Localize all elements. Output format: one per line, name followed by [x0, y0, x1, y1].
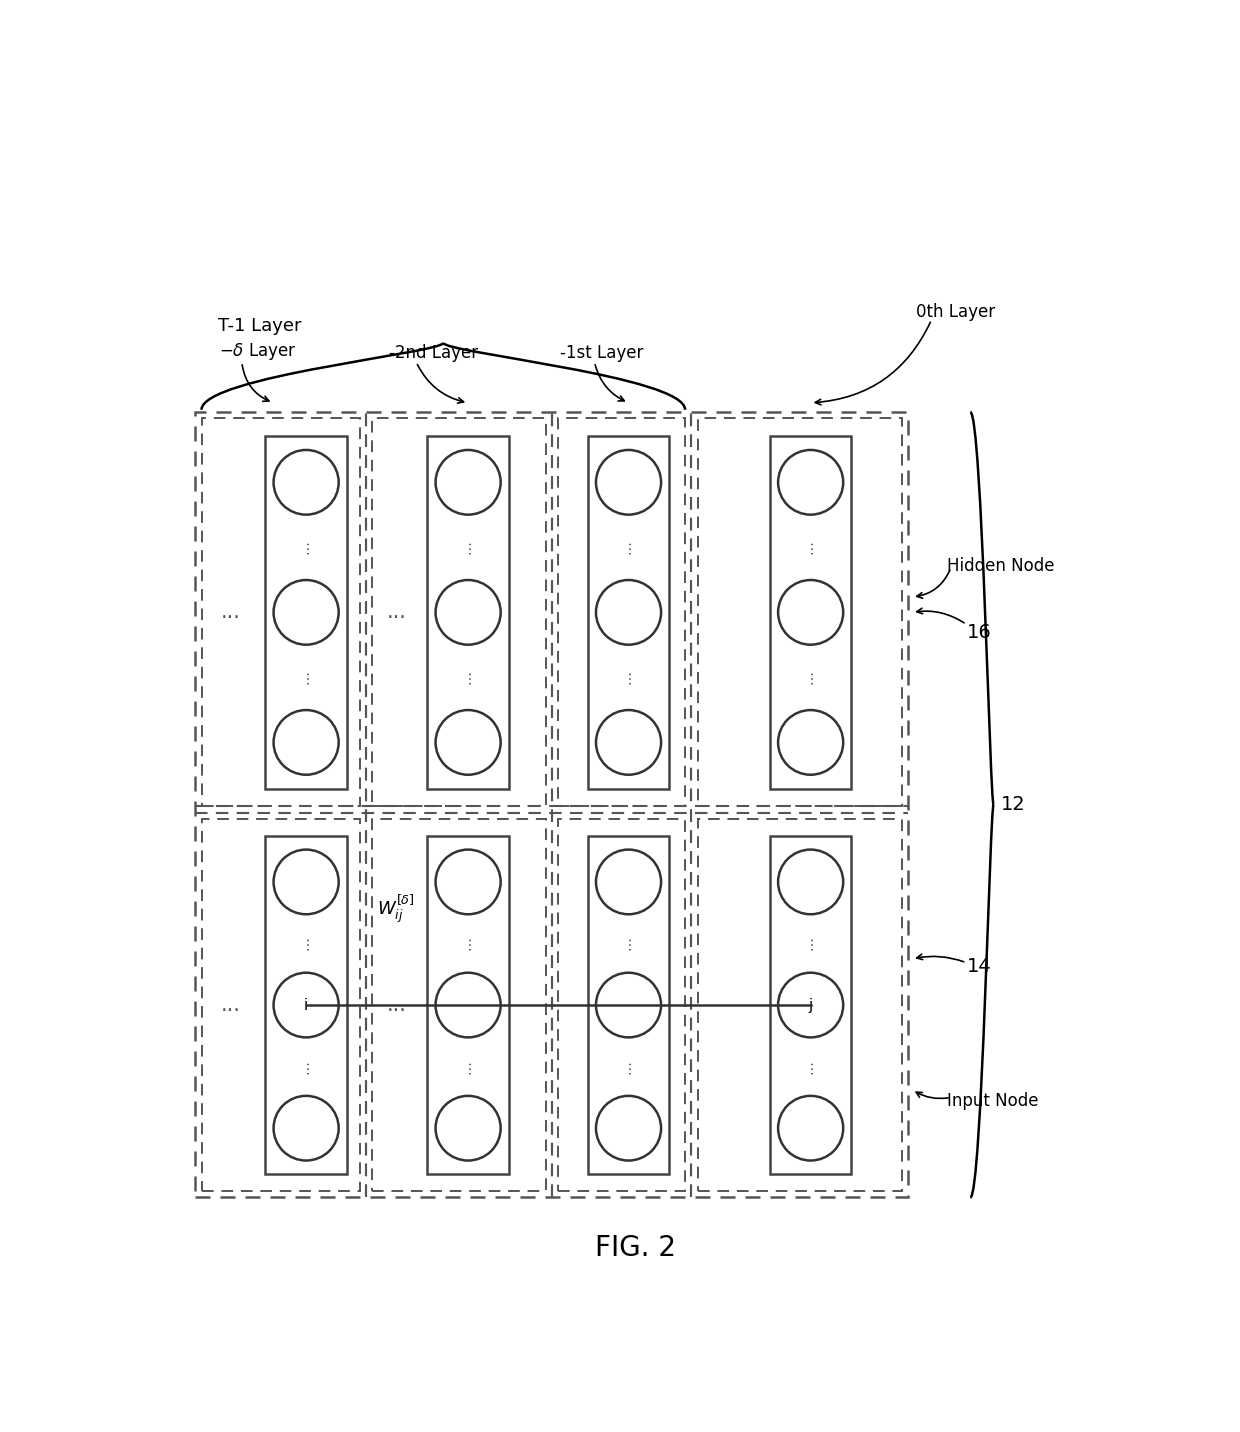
- Text: Hidden Node: Hidden Node: [947, 557, 1054, 576]
- Text: -1st Layer: -1st Layer: [559, 344, 642, 362]
- Text: 12: 12: [1002, 795, 1025, 815]
- Bar: [697, 418, 903, 806]
- Text: ...: ...: [221, 995, 241, 1015]
- Text: ⋯: ⋯: [299, 1060, 314, 1074]
- Bar: [201, 418, 360, 806]
- Text: ⋯: ⋯: [299, 670, 314, 684]
- Text: j: j: [808, 998, 812, 1012]
- Bar: [588, 836, 670, 1174]
- Text: $W_{ij}^{[\delta]}$: $W_{ij}^{[\delta]}$: [377, 894, 415, 925]
- Text: ⋯: ⋯: [461, 937, 475, 951]
- Text: ⋯: ⋯: [461, 1060, 475, 1074]
- Text: $-\delta$ Layer: $-\delta$ Layer: [218, 341, 296, 362]
- Text: ⋯: ⋯: [621, 540, 636, 554]
- Text: ⋯: ⋯: [299, 540, 314, 554]
- Text: ⋯: ⋯: [461, 540, 475, 554]
- Text: ⋯: ⋯: [804, 670, 817, 684]
- Bar: [770, 437, 852, 789]
- Bar: [196, 412, 908, 1197]
- Text: 14: 14: [966, 957, 991, 977]
- Bar: [428, 836, 508, 1174]
- Bar: [265, 836, 347, 1174]
- Text: FIG. 2: FIG. 2: [595, 1233, 676, 1262]
- Text: -2nd Layer: -2nd Layer: [389, 344, 479, 362]
- Text: ...: ...: [387, 603, 407, 623]
- Text: ...: ...: [387, 995, 407, 1015]
- Text: ⋯: ⋯: [621, 937, 636, 951]
- Bar: [428, 437, 508, 789]
- Text: ⋯: ⋯: [804, 937, 817, 951]
- Bar: [372, 418, 546, 806]
- Text: i: i: [304, 998, 309, 1012]
- Text: ⋯: ⋯: [804, 1060, 817, 1074]
- Text: T-1 Layer: T-1 Layer: [218, 316, 301, 335]
- Bar: [201, 819, 360, 1191]
- Bar: [372, 819, 546, 1191]
- Bar: [558, 819, 684, 1191]
- Text: ⋯: ⋯: [299, 937, 314, 951]
- Bar: [558, 418, 684, 806]
- Text: 16: 16: [966, 623, 991, 642]
- Text: ⋯: ⋯: [804, 540, 817, 554]
- Bar: [697, 819, 903, 1191]
- Bar: [265, 437, 347, 789]
- Text: ...: ...: [221, 603, 241, 623]
- Text: ⋯: ⋯: [461, 670, 475, 684]
- Text: Input Node: Input Node: [947, 1093, 1039, 1110]
- Bar: [588, 437, 670, 789]
- Bar: [770, 836, 852, 1174]
- Text: ⋯: ⋯: [621, 670, 636, 684]
- Text: ⋯: ⋯: [621, 1060, 636, 1074]
- Text: 0th Layer: 0th Layer: [916, 304, 996, 321]
